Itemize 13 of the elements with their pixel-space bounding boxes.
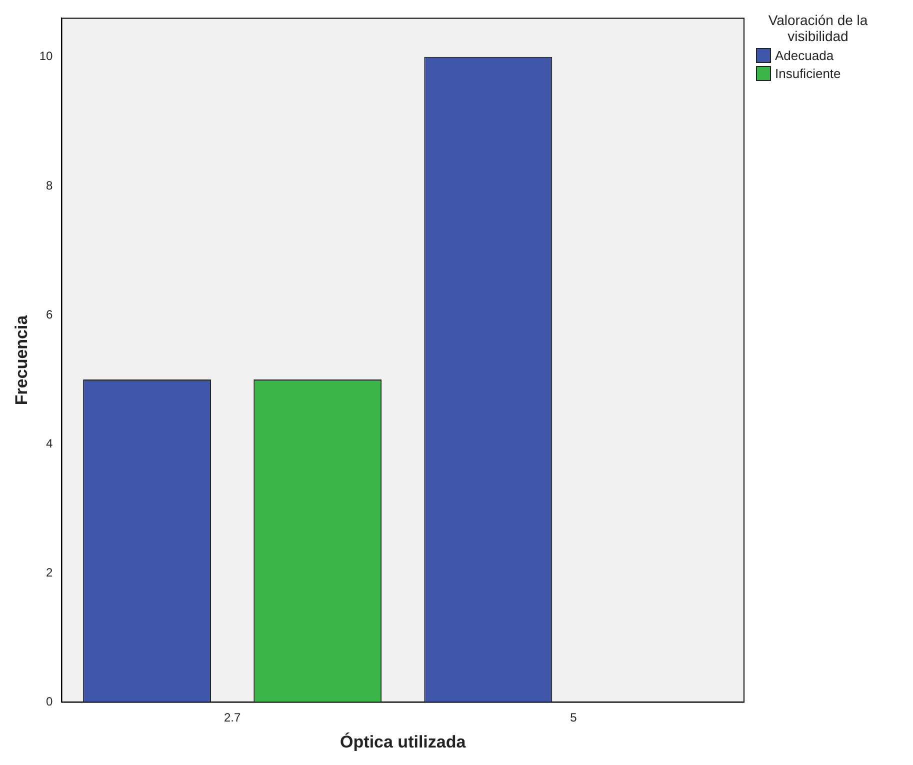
y-tick-label: 2	[46, 565, 54, 580]
y-axis-title: Frecuencia	[12, 314, 31, 406]
legend-label: Insuficiente	[775, 66, 841, 81]
x-tick-label: 5	[570, 710, 578, 725]
y-tick-label: 6	[46, 307, 54, 322]
y-tick-label: 10	[39, 49, 54, 64]
y-tick-label: 4	[46, 436, 54, 450]
x-tick-label: 2.7	[224, 710, 241, 725]
x-axis-title: Óptica utilizada	[340, 731, 466, 752]
legend-title: Valoración de la visibilidad	[767, 12, 869, 44]
legend-label: Adecuada	[775, 48, 834, 63]
y-tick-label: 0	[46, 694, 54, 709]
y-tick-label: 8	[46, 178, 54, 192]
